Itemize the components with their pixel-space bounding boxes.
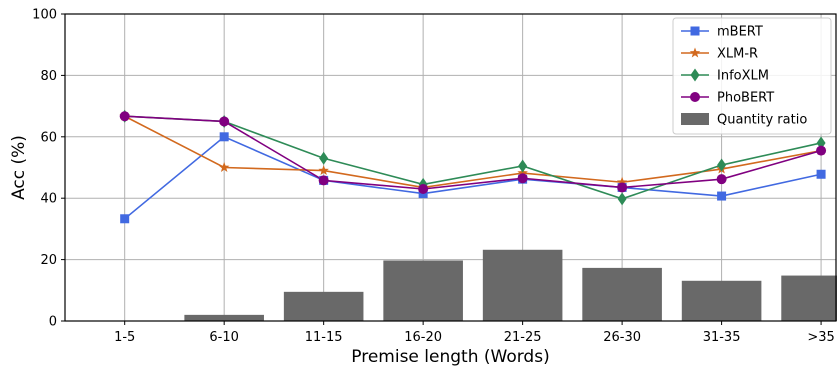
x-tick-label: 16-20 [404, 330, 442, 345]
legend-label: mBERT [717, 25, 763, 40]
point-xlm-r-11-15 [318, 165, 329, 176]
legend-item-phobert: PhoBERT [681, 91, 774, 106]
legend-item-quantity-ratio: Quantity ratio [681, 113, 807, 128]
line-phobert [124, 115, 822, 190]
bar-21-25 [482, 249, 563, 321]
x-tick-label: 11-15 [305, 330, 343, 345]
bar-31-35 [681, 280, 762, 321]
legend-marker-infoxlm [690, 68, 700, 82]
x-tick-label: >35 [807, 330, 834, 345]
point-phobert-26-30 [617, 182, 628, 193]
legend-swatch [681, 113, 709, 125]
legend-box [672, 17, 832, 135]
legend-label: PhoBERT [717, 91, 774, 106]
x-tick-label: 31-35 [703, 330, 741, 345]
point-infoxlm-26-30 [617, 192, 627, 206]
line-mbert [124, 135, 822, 220]
legend-label: InfoXLM [717, 69, 769, 84]
line-infoxlm [124, 115, 822, 200]
legend-item-mbert: mBERT [681, 25, 763, 40]
series-lines [124, 115, 822, 220]
point-phobert-35 [816, 145, 827, 156]
point-phobert-11-15 [318, 175, 329, 186]
bars [184, 249, 837, 321]
y-tick-label: 20 [40, 253, 57, 268]
point-phobert-1-5 [119, 111, 130, 122]
x-axis-title: Premise length (Words) [351, 347, 549, 367]
legend-item-infoxlm: InfoXLM [681, 68, 769, 84]
point-infoxlm-11-15 [319, 151, 329, 165]
point-mbert-6-10 [219, 132, 229, 142]
point-mbert-1-5 [120, 214, 130, 224]
y-axis-title: Acc (%) [9, 135, 29, 200]
plot-frame [64, 13, 837, 322]
x-tick-label: 26-30 [603, 330, 641, 345]
x-tick-label: 1-5 [114, 330, 135, 345]
point-phobert-16-20 [418, 183, 429, 194]
y-tick-label: 80 [40, 69, 57, 84]
point-xlm-r-6-10 [218, 162, 230, 172]
point-phobert-21-25 [517, 173, 528, 184]
legend-label: Quantity ratio [717, 113, 807, 128]
point-phobert-6-10 [219, 116, 230, 127]
bar-6-10 [184, 314, 264, 321]
series-markers [119, 109, 827, 224]
x-tick-label: 6-10 [209, 330, 239, 345]
legend-item-xlm-r: XLM-R [681, 47, 758, 62]
point-mbert-31-35 [717, 191, 727, 201]
legend-marker-phobert [690, 92, 700, 102]
bar-11-15 [283, 291, 364, 321]
y-tick-label: 60 [40, 130, 57, 145]
point-infoxlm-21-25 [518, 159, 528, 173]
y-tick-label: 100 [32, 8, 57, 23]
y-tick-label: 0 [49, 315, 57, 330]
point-xlm-r-26-30 [616, 176, 628, 187]
x-tick-label: 21-25 [504, 330, 542, 345]
point-infoxlm-31-35 [717, 158, 727, 172]
point-mbert-35 [816, 169, 826, 179]
point-xlm-r-21-25 [517, 167, 528, 178]
legend-marker-mbert [690, 26, 700, 36]
bar-26-30 [582, 267, 662, 321]
ticks: 0 20 40 60 80 100 1-5 6-10 11-15 16-20 21-25 26-30 3… [32, 8, 835, 346]
bar-16-20 [383, 260, 463, 321]
legend-marker-xlm-r [689, 47, 701, 58]
bar-35 [781, 275, 837, 321]
legend-label: XLM-R [717, 47, 758, 62]
y-tick-label: 40 [40, 192, 57, 207]
point-phobert-31-35 [716, 174, 727, 185]
legend: mBERT XLM-R InfoXLM PhoBERT Quantity ratio [672, 17, 832, 135]
